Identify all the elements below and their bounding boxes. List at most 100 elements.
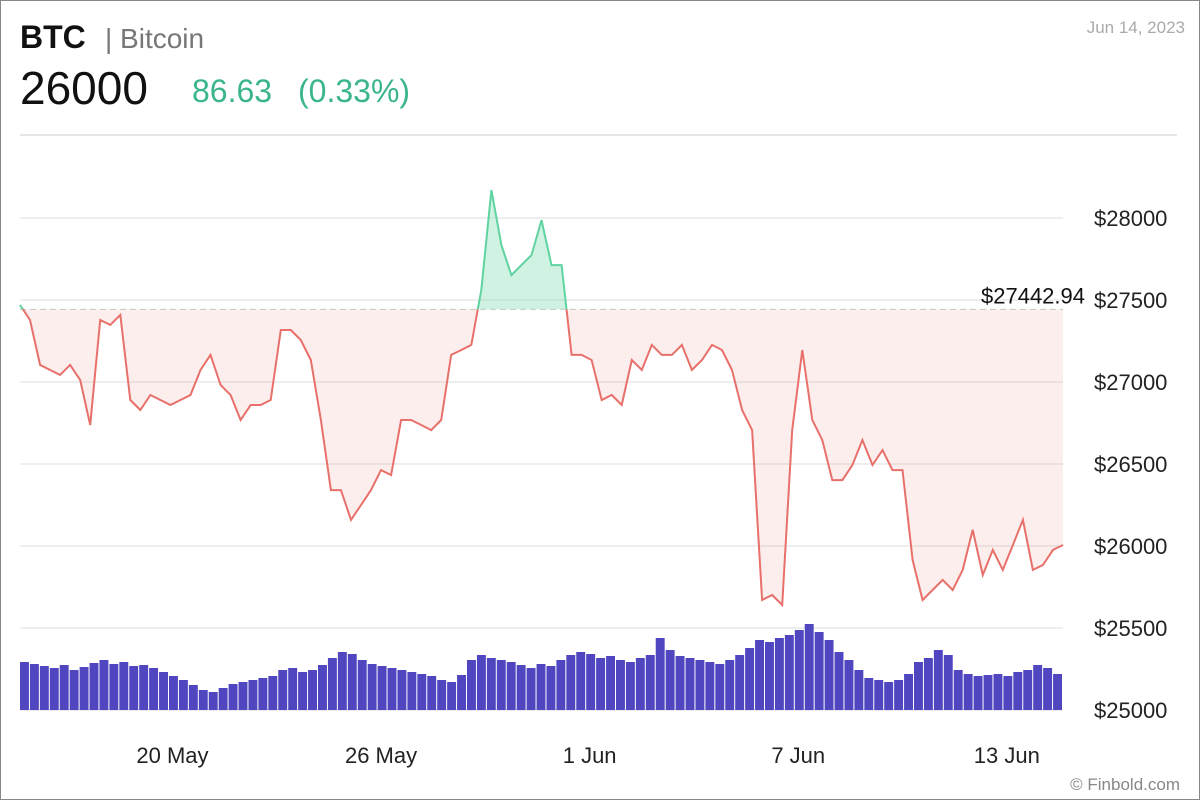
volume-bar [357, 660, 367, 710]
x-tick-label: 26 May [345, 743, 417, 768]
change: 86.63 [192, 73, 272, 109]
volume-bar [685, 658, 695, 710]
volume-bar [228, 684, 238, 710]
y-tick-label: $26000 [1094, 534, 1167, 559]
x-tick-label: 20 May [136, 743, 208, 768]
volume-bar [318, 665, 327, 710]
volume-bar [655, 638, 665, 710]
asset-name: | Bitcoin [105, 23, 204, 54]
volume-bar [89, 663, 99, 710]
volume-bar [705, 662, 715, 710]
volume-bar [606, 656, 615, 710]
volume-bar [79, 667, 89, 710]
volume-bar [874, 680, 884, 710]
volume-bar [109, 664, 119, 710]
volume-bar [407, 672, 417, 710]
volume-bar [596, 658, 606, 710]
volume-bar [337, 652, 347, 710]
change-percent: (0.33%) [298, 73, 410, 109]
volume-bar [824, 640, 834, 710]
y-tick-label: $27000 [1094, 370, 1167, 395]
volume-bar [397, 670, 407, 710]
volume-bar [308, 670, 317, 710]
volume-bar [59, 665, 69, 710]
volume-bar [129, 666, 139, 710]
volume-bar [188, 685, 198, 710]
volume-bar [159, 672, 168, 710]
volume-bar [536, 664, 546, 710]
volume-bar [983, 675, 993, 710]
volume-bar [268, 676, 278, 710]
volume-bar [437, 680, 447, 710]
volume-bar [238, 682, 248, 710]
volume-bar [645, 655, 655, 710]
volume-bar [457, 675, 466, 710]
volume-bar [576, 652, 586, 710]
volume-bar [1043, 668, 1053, 710]
price-line-down [21, 309, 1064, 608]
volume-bar [894, 680, 904, 710]
volume-bar [178, 680, 188, 710]
volume-bar [258, 678, 268, 710]
volume-bar [884, 682, 894, 710]
volume-bar [119, 662, 129, 710]
area-down [20, 309, 1063, 605]
volume-bar [69, 670, 79, 710]
volume-bar [169, 676, 178, 710]
volume-bar [467, 660, 476, 710]
volume-bar [774, 638, 784, 710]
volume-bar [39, 666, 49, 710]
volume-bar [1053, 674, 1062, 710]
volume-bar [904, 674, 913, 710]
volume-bar [298, 672, 308, 710]
volume-bar [1013, 672, 1023, 710]
volume-bar [715, 664, 725, 710]
volume-bar [635, 658, 645, 710]
volume-bar [735, 655, 745, 710]
volume-bar [586, 654, 596, 710]
reference-label: $27442.94 [981, 283, 1085, 308]
volume-bar [566, 655, 576, 710]
volume-bar [625, 662, 635, 710]
volume-bar [139, 665, 149, 710]
x-tick-label: 13 Jun [974, 743, 1040, 768]
volume-bar [844, 660, 854, 710]
volume-bar [804, 624, 814, 710]
volume-bar [973, 676, 983, 710]
volume-bar [367, 664, 377, 710]
volume-bar [546, 666, 556, 710]
volume-bar [923, 658, 933, 710]
volume-bar [963, 674, 973, 710]
volume-bar [864, 678, 874, 710]
volume-bar [29, 664, 39, 710]
volume-bar [993, 674, 1003, 710]
volume-bar [49, 668, 59, 710]
volume-bar [496, 660, 506, 710]
volume-bar [149, 668, 159, 710]
volume-bar [218, 688, 228, 710]
volume-bar [854, 670, 864, 710]
y-tick-label: $26500 [1094, 452, 1167, 477]
volume-bar [794, 630, 804, 710]
volume-bar [486, 658, 496, 710]
credit: © Finbold.com [1070, 775, 1180, 794]
volume-bar [914, 662, 923, 710]
volume-bar [1023, 670, 1033, 710]
volume-bar [516, 665, 526, 710]
volume-bar [506, 662, 516, 710]
volume-bar [198, 690, 208, 710]
volume-bar [814, 632, 824, 710]
volume-bar [765, 642, 774, 710]
volume-bar [278, 670, 288, 710]
symbol: BTC [20, 19, 86, 55]
x-tick-label: 1 Jun [563, 743, 617, 768]
volume-bar [755, 640, 764, 710]
volume-bar [447, 682, 457, 710]
volume-bar [417, 674, 427, 710]
volume-bar [327, 658, 337, 710]
volume-bar [347, 654, 357, 710]
volume-bar [834, 652, 844, 710]
y-tick-label: $25000 [1094, 698, 1167, 723]
volume-bar [665, 650, 675, 710]
volume-bar [745, 648, 755, 710]
